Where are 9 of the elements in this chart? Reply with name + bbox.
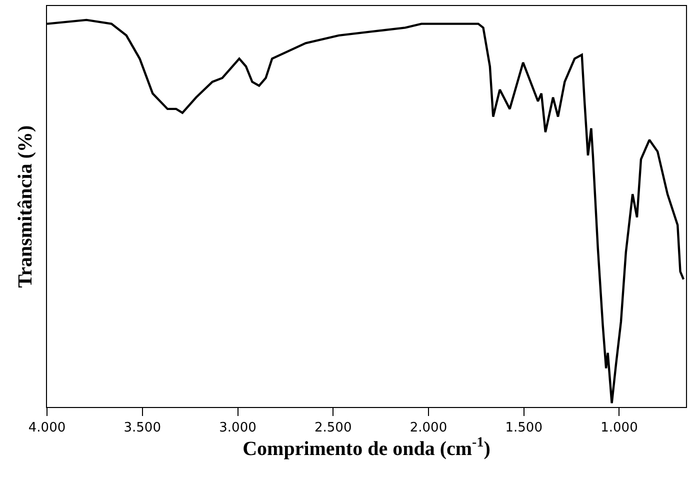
y-axis-title: Transmitância (%) [14, 125, 36, 288]
x-axis-title: Comprimento de onda (cm$^{-1}$) [242, 436, 490, 460]
x-tick-label: 3.000 [219, 420, 256, 436]
x-tick-label: 2.000 [410, 420, 448, 436]
x-tick-label: 2.500 [314, 420, 352, 436]
x-tick-label: 4.000 [28, 420, 66, 436]
x-tick-label: 1.500 [505, 420, 542, 436]
x-tick-label: 3.500 [124, 420, 161, 436]
x-tick-label: 1.000 [600, 420, 638, 436]
